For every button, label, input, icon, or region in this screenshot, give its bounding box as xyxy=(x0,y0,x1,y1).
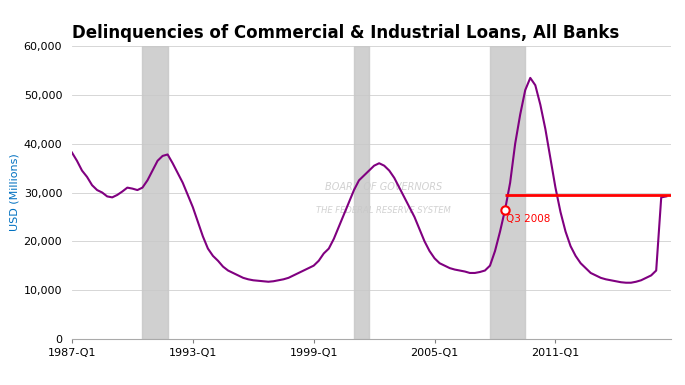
Text: Q3 2008: Q3 2008 xyxy=(506,214,551,224)
Y-axis label: USD (Millions): USD (Millions) xyxy=(10,154,19,231)
Text: THE FEDERAL RESERVE SYSTEM: THE FEDERAL RESERVE SYSTEM xyxy=(316,206,451,214)
Bar xyxy=(354,46,369,339)
Bar xyxy=(490,46,525,339)
Text: BOARD OF GOVERNORS: BOARD OF GOVERNORS xyxy=(325,182,443,192)
Text: Delinquencies of Commercial & Industrial Loans, All Banks: Delinquencies of Commercial & Industrial… xyxy=(72,24,619,42)
Bar xyxy=(142,46,168,339)
